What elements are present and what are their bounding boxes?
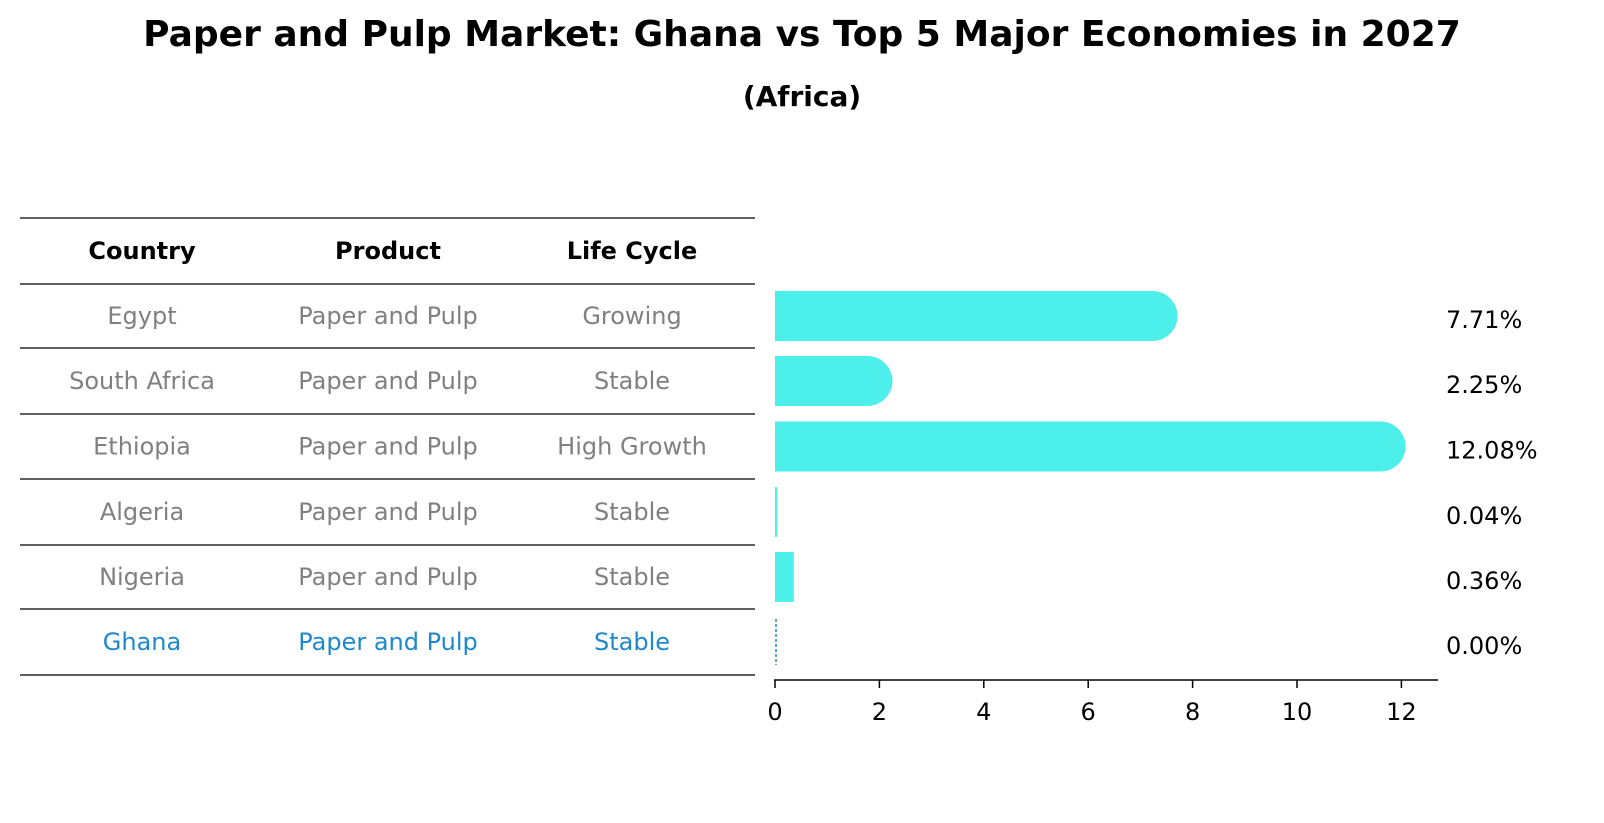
table-cell-country: Ghana <box>103 628 181 656</box>
chart-title: Paper and Pulp Market: Ghana vs Top 5 Ma… <box>143 14 1461 55</box>
market-table: Country Product Life Cycle Egypt Paper and P… <box>20 217 755 676</box>
bar-algeria <box>775 487 778 537</box>
x-tick-label: 0 <box>767 698 782 726</box>
chart-subtitle: (Africa) <box>742 80 862 113</box>
x-tick-label: 6 <box>1081 698 1096 726</box>
x-tick-label: 4 <box>976 698 991 726</box>
x-tick-label: 2 <box>872 698 887 726</box>
table-header: Country <box>88 237 196 265</box>
table-cell-product: Paper and Pulp <box>298 302 478 330</box>
bar-value-label: 12.08% <box>1446 437 1538 465</box>
table-cell-product: Paper and Pulp <box>298 563 478 591</box>
table-cell-life-cycle: Growing <box>582 302 681 330</box>
x-tick-label: 10 <box>1282 698 1313 726</box>
bar-south-africa <box>775 356 893 406</box>
table-header: Life Cycle <box>567 237 698 265</box>
bar-value-label: 7.71% <box>1446 306 1522 334</box>
table-cell-life-cycle: Stable <box>594 367 670 395</box>
bar-value-label: 0.04% <box>1446 502 1522 530</box>
table-cell-country: Nigeria <box>99 563 185 591</box>
table-cell-life-cycle: Stable <box>594 628 670 656</box>
table-header: Product <box>335 237 441 265</box>
bar-nigeria <box>775 552 794 602</box>
table-cell-product: Paper and Pulp <box>298 367 478 395</box>
table-cell-life-cycle: Stable <box>594 498 670 526</box>
bar-value-label: 0.36% <box>1446 567 1522 595</box>
table-cell-country: Algeria <box>100 498 184 526</box>
bar-chart: 7.71% 2.25% 12.08% 0.04% 0.36% 0.00% 0 2 4 6 8 10 12 <box>767 291 1538 726</box>
bar-ethiopia <box>775 421 1406 472</box>
bar-value-label: 0.00% <box>1446 632 1522 660</box>
table-cell-product: Paper and Pulp <box>298 498 478 526</box>
table-cell-life-cycle: Stable <box>594 563 670 591</box>
x-tick-label: 12 <box>1386 698 1417 726</box>
table-cell-country: South Africa <box>69 367 215 395</box>
bar-egypt <box>775 291 1178 341</box>
table-cell-product: Paper and Pulp <box>298 433 478 461</box>
table-cell-product: Paper and Pulp <box>298 628 478 656</box>
table-cell-life-cycle: High Growth <box>557 433 707 461</box>
x-tick-label: 8 <box>1185 698 1200 726</box>
bar-value-label: 2.25% <box>1446 371 1522 399</box>
table-cell-country: Ethiopia <box>93 433 191 461</box>
table-cell-country: Egypt <box>107 302 176 330</box>
